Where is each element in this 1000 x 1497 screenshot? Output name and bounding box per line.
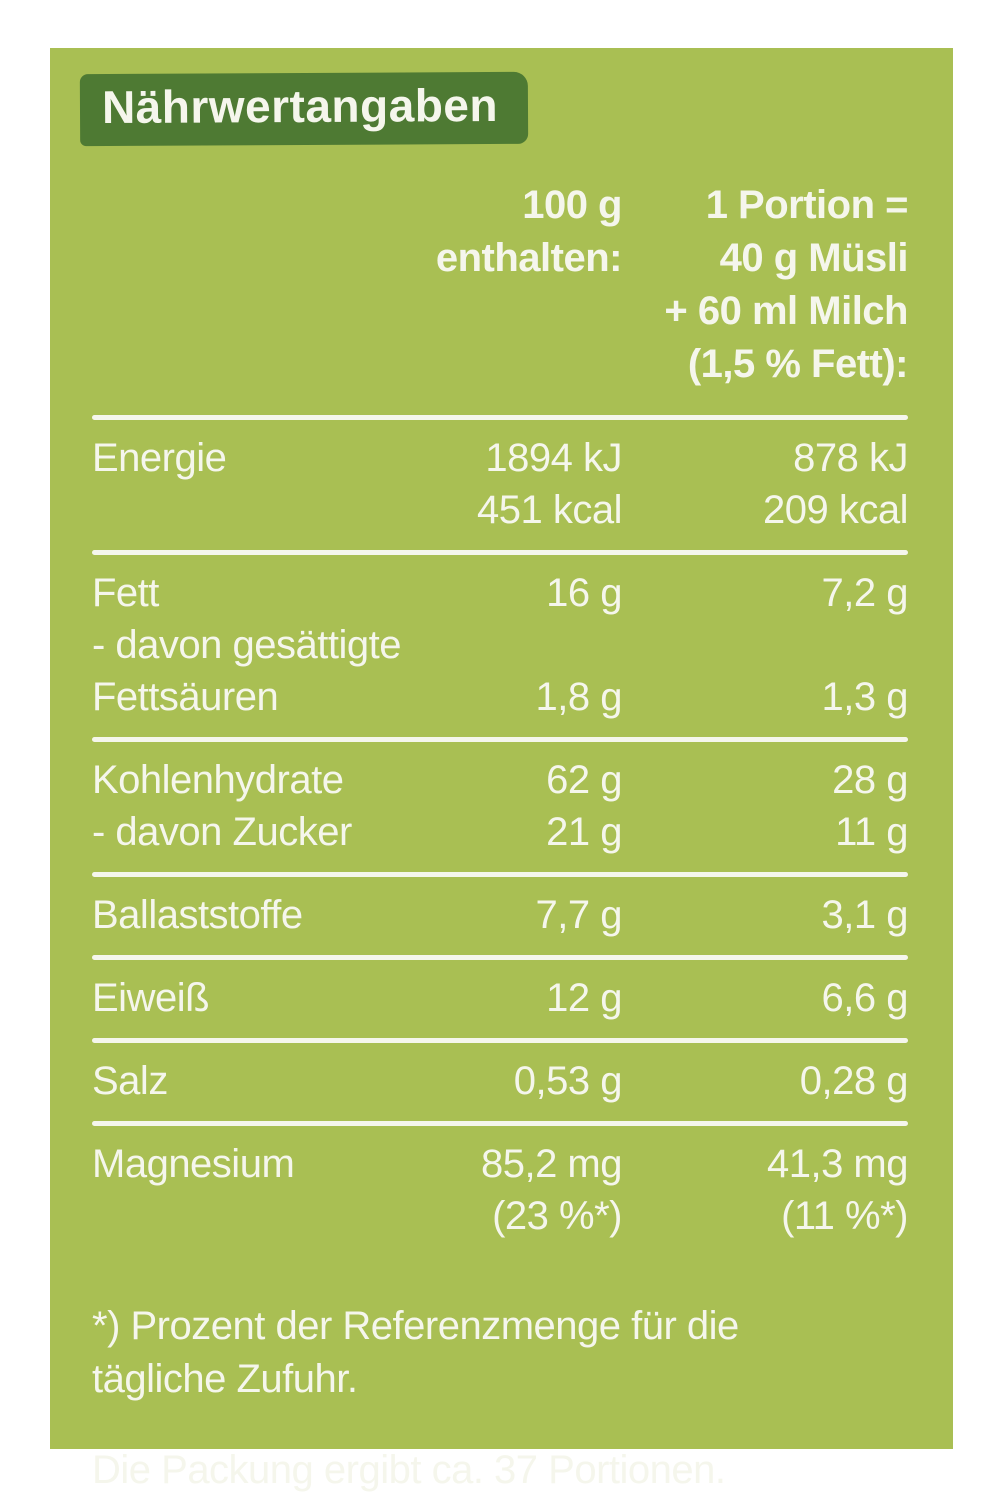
nutrient-row-eiweiss: Eiweiß 12 g 6,6 g — [92, 960, 909, 1038]
nutrient-label: Fett — [92, 571, 159, 615]
title-banner: Nährwertangaben — [79, 71, 529, 147]
value-per-portion: 28 g — [832, 758, 908, 802]
table-row: Energie 1894 kJ 878 kJ — [92, 432, 909, 484]
separator — [92, 737, 908, 742]
table-row: - davon Zucker 21 g 11 g — [92, 806, 909, 858]
value-per-100g: 1,8 g — [535, 675, 623, 719]
nutrient-label: Eiweiß — [92, 976, 210, 1020]
footnote-reference-line2: tägliche Zufuhr. — [92, 1357, 358, 1401]
col-header-100g-line1: 100 g — [522, 183, 622, 227]
value-per-portion: 209 kcal — [763, 488, 908, 532]
table-row: Fett 16 g 7,2 g — [92, 567, 909, 619]
value-per-100g: 12 g — [546, 976, 622, 1020]
separator — [92, 1121, 908, 1126]
value-per-portion: 41,3 mg — [766, 1142, 909, 1186]
col-header-portion-line2: 40 g Müsli — [719, 236, 909, 280]
nutrient-row-energie: Energie 1894 kJ 878 kJ 451 kcal 209 kcal — [92, 420, 909, 550]
value-per-100g: 0,53 g — [513, 1059, 623, 1103]
table-row: - davon gesättigte — [92, 619, 908, 671]
value-per-portion: 1,3 g — [821, 675, 909, 719]
col-header-100g-line2: enthalten: — [435, 236, 623, 280]
table-row: Salz 0,53 g 0,28 g — [92, 1055, 909, 1107]
page-title: Nährwertangaben — [101, 78, 499, 134]
value-per-100g: 16 g — [546, 571, 622, 615]
nutrient-label: Fettsäuren — [92, 675, 279, 719]
separator — [92, 872, 908, 877]
value-per-100g: 21 g — [546, 810, 622, 854]
value-per-100g: (23 %*) — [492, 1194, 622, 1238]
nutrient-row-fett: Fett 16 g 7,2 g - davon gesättigte Fetts… — [92, 555, 909, 737]
nutrient-label: Salz — [92, 1059, 168, 1103]
value-per-portion: 7,2 g — [821, 571, 909, 615]
col-header-per-100g: 100 g enthalten: — [422, 179, 623, 285]
col-header-portion-line1: 1 Portion = — [705, 183, 909, 227]
nutrient-label: Ballaststoffe — [92, 893, 303, 937]
nutrient-label: Energie — [92, 436, 227, 480]
table-row: Eiweiß 12 g 6,6 g — [92, 972, 909, 1024]
col-header-portion-line4: (1,5 % Fett): — [687, 342, 909, 386]
value-per-portion: 6,6 g — [821, 976, 909, 1020]
nutrient-label: Magnesium — [92, 1142, 295, 1186]
separator — [92, 550, 908, 555]
value-per-portion: 11 g — [835, 810, 908, 854]
nutrient-row-ballaststoffe: Ballaststoffe 7,7 g 3,1 g — [92, 877, 909, 955]
col-header-per-portion: 1 Portion = 40 g Müsli + 60 ml Milch (1,… — [622, 179, 908, 391]
nutrient-label: Kohlenhydrate — [92, 758, 344, 802]
table-row: Ballaststoffe 7,7 g 3,1 g — [92, 889, 909, 941]
table-row: Magnesium 85,2 mg 41,3 mg — [92, 1138, 909, 1190]
nutrient-label: - davon gesättigte — [92, 623, 402, 667]
table-row: (23 %*) (11 %*) — [92, 1190, 908, 1242]
value-per-portion: 0,28 g — [799, 1059, 909, 1103]
nutrient-row-magnesium: Magnesium 85,2 mg 41,3 mg (23 %*) (11 %*… — [92, 1126, 909, 1256]
table-row: 451 kcal 209 kcal — [92, 484, 908, 536]
value-per-portion: 878 kJ — [793, 436, 908, 480]
nutrient-row-kohlenhydrate: Kohlenhydrate 62 g 28 g - davon Zucker 2… — [92, 742, 909, 872]
separator — [92, 1038, 908, 1043]
nutrient-label: - davon Zucker — [92, 810, 352, 854]
col-header-portion-line3: + 60 ml Milch — [664, 289, 908, 333]
nutrition-label-panel: Nährwertangaben 100 g enthalten: 1 Porti… — [50, 48, 953, 1492]
value-per-100g: 451 kcal — [477, 488, 622, 532]
value-per-100g: 7,7 g — [535, 893, 623, 937]
table-row: Fettsäuren 1,8 g 1,3 g — [92, 671, 909, 723]
table-row: Kohlenhydrate 62 g 28 g — [92, 754, 909, 806]
value-per-100g: 1894 kJ — [485, 436, 622, 480]
footnote-portions: Die Packung ergibt ca. 37 Portionen. — [92, 1448, 726, 1492]
separator — [92, 415, 908, 420]
value-per-100g: 62 g — [546, 758, 622, 802]
footnote-reference: *) Prozent der Referenzmenge für die täg… — [92, 1300, 908, 1406]
value-per-100g: 85,2 mg — [480, 1142, 623, 1186]
value-per-portion: (11 %*) — [781, 1194, 908, 1238]
column-headers: 100 g enthalten: 1 Portion = 40 g Müsli … — [92, 179, 909, 391]
nutrient-row-salz: Salz 0,53 g 0,28 g — [92, 1043, 909, 1121]
value-per-portion: 3,1 g — [821, 893, 909, 937]
separator — [92, 955, 908, 960]
footnote-reference-line1: *) Prozent der Referenzmenge für die — [92, 1304, 739, 1348]
